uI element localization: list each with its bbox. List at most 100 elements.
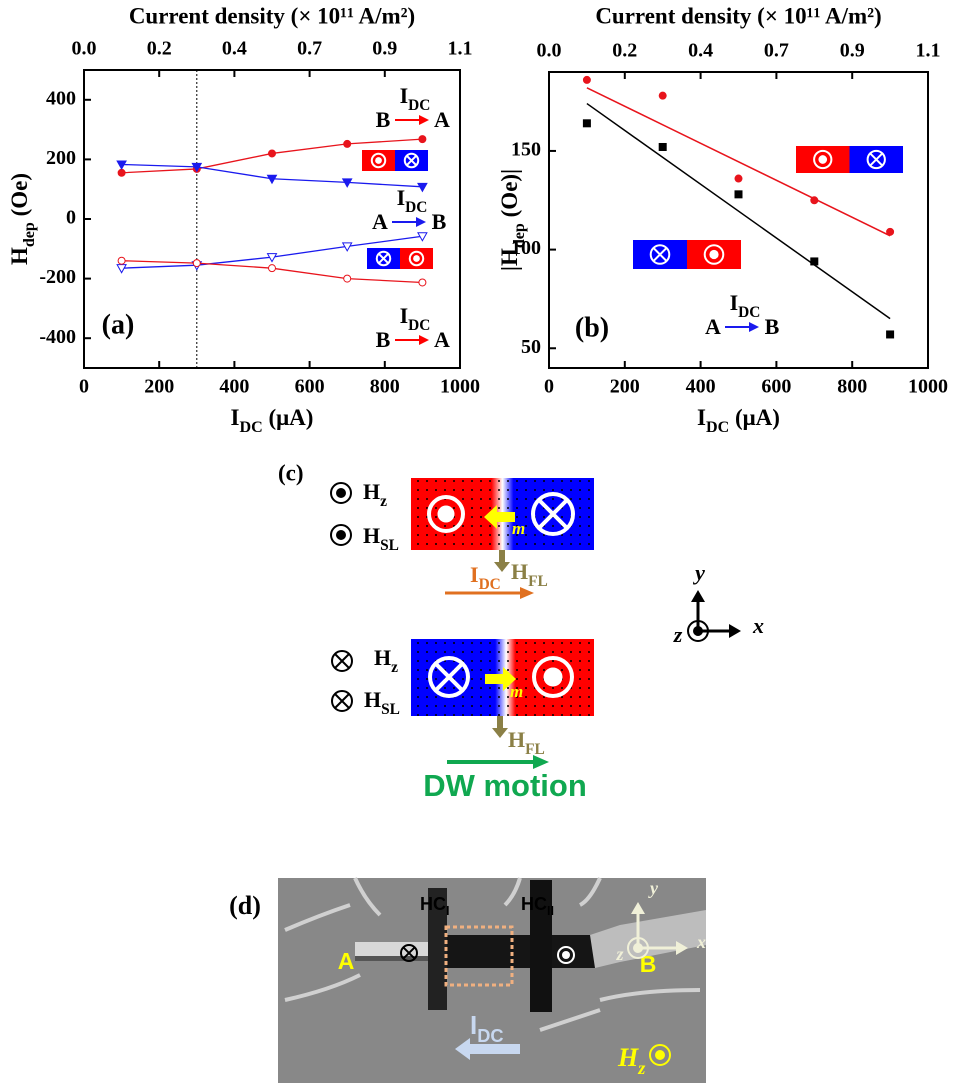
axis-label: z	[615, 944, 623, 964]
text-part: (Oe)|	[497, 169, 522, 223]
x2-tick-label: 1.1	[448, 38, 473, 60]
marker	[341, 242, 353, 252]
hz-label: Hz	[617, 1043, 645, 1078]
into-plane-symbol	[331, 650, 353, 672]
text-part: H	[374, 645, 391, 670]
symbol-center	[655, 1050, 665, 1060]
axis-label: y	[692, 560, 705, 585]
annotation-current: IDC	[730, 290, 761, 321]
text-part: DC	[408, 317, 430, 334]
text-part: |H	[497, 248, 522, 271]
symbol-center	[633, 943, 643, 953]
annotation-current: IDC	[400, 303, 431, 334]
x2-tick-label: 0.9	[372, 38, 397, 60]
out-of-plane-symbol	[532, 656, 574, 698]
out-of-plane-symbol	[408, 250, 425, 267]
symbol-center	[336, 488, 346, 498]
symbol-cross	[334, 693, 350, 709]
m-label: m	[512, 519, 525, 538]
x-tick-label: 1000	[908, 376, 948, 398]
y-tick-label: 200	[46, 147, 76, 169]
text-part: H	[363, 479, 380, 504]
into-plane-symbol	[400, 944, 418, 962]
text-part: dep	[511, 223, 528, 248]
text-part: (Oe)	[7, 173, 32, 222]
text-part: I	[400, 83, 409, 108]
marker	[810, 257, 819, 266]
arrowhead	[631, 902, 645, 914]
text-part: I	[730, 290, 739, 315]
x-tick-label: 400	[219, 376, 249, 398]
y-tick-label: -200	[39, 266, 76, 288]
annotation-from: B	[376, 107, 391, 132]
marker	[734, 190, 743, 199]
idc-label: IDC	[470, 1010, 504, 1046]
text-part: HC	[420, 894, 446, 914]
annotation-to: A	[434, 107, 450, 132]
marker	[341, 178, 353, 188]
x2-axis-title: Current density (× 10¹¹ A/m²)	[595, 3, 881, 28]
axis-label: y	[648, 878, 659, 898]
symbol-center	[375, 157, 382, 164]
x-tick-label: 600	[295, 376, 325, 398]
x-tick-label: 1000	[440, 376, 480, 398]
text-part: H	[617, 1043, 639, 1072]
x-tick-label: 800	[837, 376, 867, 398]
axis-label: x	[752, 613, 764, 638]
marker	[117, 256, 126, 265]
text-part: FL	[528, 573, 548, 590]
marker	[886, 227, 895, 236]
marker	[418, 278, 427, 287]
panel-label: (a)	[102, 309, 135, 340]
text-part: I	[397, 185, 406, 210]
annotation-current: IDC	[400, 83, 431, 114]
symbol-cross	[652, 247, 668, 262]
out-of-plane-symbol	[687, 620, 709, 642]
symbol-cross	[378, 253, 389, 264]
y-axis-title: Hdep (Oe)	[7, 173, 38, 265]
hsl-label: HSL	[363, 523, 399, 554]
panel-d: (d) HCI HCII A B IDC Hz y x z	[229, 877, 706, 1083]
m-label: m	[510, 682, 523, 701]
hfl-label: HFL	[511, 559, 548, 590]
text-part: H	[364, 687, 381, 712]
text-part: z	[391, 659, 398, 676]
x2-tick-label: 0.0	[72, 38, 97, 60]
idc-arrowhead	[520, 587, 534, 599]
x-tick-label: 600	[761, 376, 791, 398]
arrowhead	[729, 624, 741, 638]
panel-label: (c)	[278, 460, 304, 485]
y-tick-label: 50	[521, 336, 541, 358]
x-tick-label: 200	[144, 376, 174, 398]
marker	[343, 274, 352, 283]
hc1-label: HCI	[420, 894, 450, 919]
text-part: DC	[738, 304, 760, 321]
x-axis-title: IDC (μA)	[697, 405, 780, 436]
hz-label: Hz	[363, 479, 387, 510]
out-of-plane-symbol	[330, 482, 352, 504]
text-part: (μA)	[263, 405, 314, 430]
annotation-from: A	[705, 314, 721, 339]
y-tick-label: 400	[46, 87, 76, 109]
text-part: z	[637, 1058, 645, 1078]
x2-tick-label: 1.1	[916, 40, 941, 62]
wire-edge	[355, 956, 445, 961]
text-part: DC	[706, 419, 729, 436]
hc2-label: HCII	[521, 894, 554, 919]
arrowhead	[416, 217, 426, 227]
arrowhead	[691, 590, 705, 602]
lead-b	[590, 910, 706, 968]
into-plane-symbol	[531, 492, 575, 536]
out-of-plane-symbol	[813, 149, 833, 170]
symbol-center	[693, 626, 703, 636]
text-part: I	[697, 405, 706, 430]
y-tick-label: 150	[511, 139, 541, 161]
plot-frame	[548, 71, 929, 369]
out-of-plane-symbol	[370, 152, 387, 169]
text-part: DC	[479, 576, 501, 593]
x2-tick-label: 0.0	[537, 40, 562, 62]
out-of-plane-symbol	[427, 495, 465, 533]
out-of-plane-symbol	[627, 937, 649, 959]
fit-line	[586, 87, 891, 237]
